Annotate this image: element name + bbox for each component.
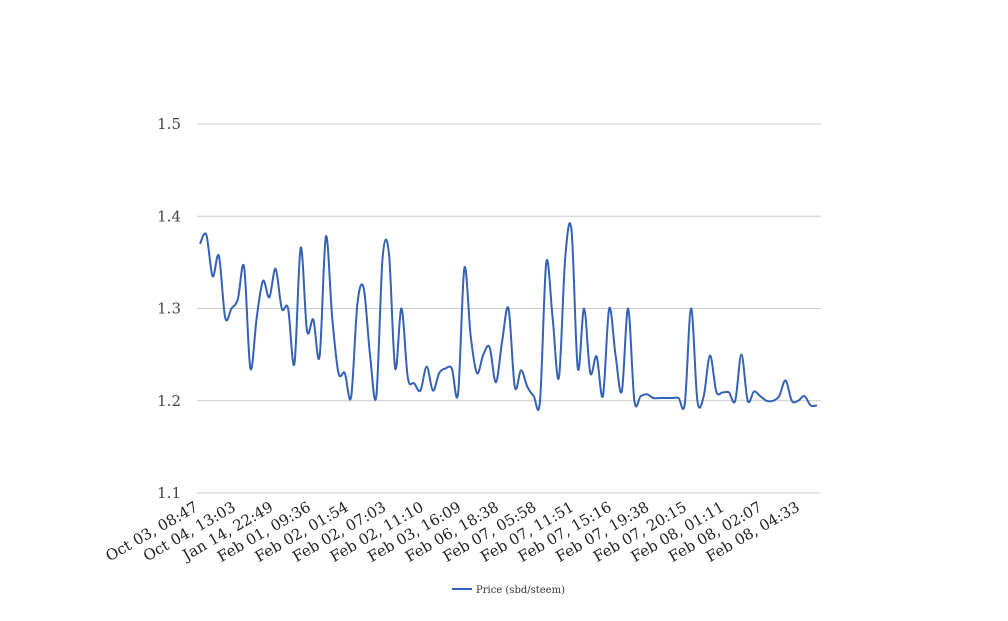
y-tick-label: 1.4: [157, 207, 181, 225]
y-tick-label: 1.3: [157, 300, 181, 318]
y-tick-label: 1.5: [157, 115, 181, 133]
legend: Price (sbd/steem): [452, 585, 565, 596]
y-tick-label: 1.2: [157, 392, 181, 410]
y-axis-ticks: 1.1 1.2 1.3 1.4 1.5: [157, 115, 181, 502]
series-lines: [199, 222, 818, 411]
series-line-price: [199, 222, 818, 411]
legend-label: Price (sbd/steem): [476, 585, 565, 596]
y-tick-label: 1.1: [157, 484, 181, 502]
